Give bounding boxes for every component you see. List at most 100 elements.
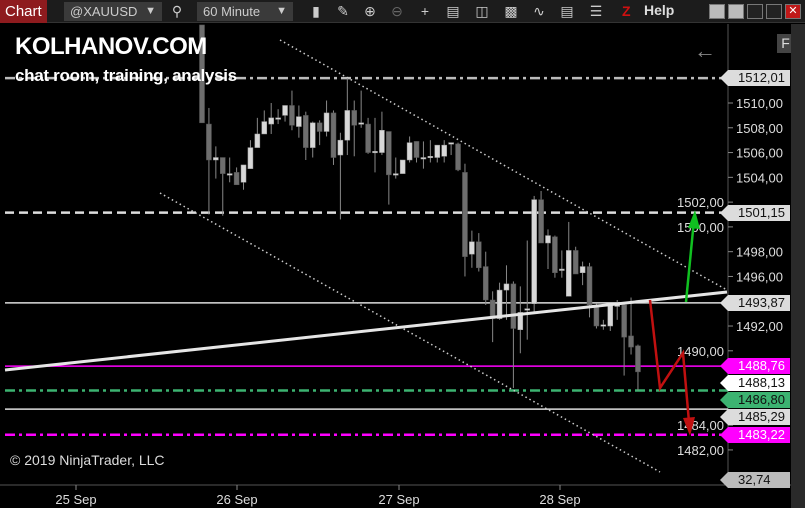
bar-type-icon[interactable]: ▮ bbox=[312, 3, 320, 19]
price-label: 1486,80 bbox=[720, 392, 790, 409]
candle-body bbox=[572, 250, 579, 275]
candle-body bbox=[289, 105, 295, 126]
x-tick-label: 26 Sep bbox=[216, 492, 257, 507]
candle-body bbox=[268, 117, 274, 125]
close-icon[interactable]: ✕ bbox=[785, 4, 801, 19]
candle-body bbox=[309, 122, 316, 148]
candle-body bbox=[213, 157, 219, 161]
indicator-icon[interactable]: ▩ bbox=[504, 3, 518, 19]
candle-body bbox=[579, 266, 586, 273]
scrollbar[interactable] bbox=[791, 24, 805, 508]
copyright-text: © 2019 NinjaTrader, LLC bbox=[10, 452, 165, 468]
minimize-icon[interactable] bbox=[747, 4, 763, 19]
candle-body bbox=[226, 173, 233, 176]
candle-body bbox=[275, 117, 281, 120]
strategy-icon[interactable]: ◫ bbox=[475, 3, 489, 19]
price-label: 1512,01 bbox=[720, 70, 790, 87]
candle-body bbox=[365, 123, 371, 153]
price-chart[interactable]: 1510,00 1508,00 1506,00 1504,00 1502,00 1500,… bbox=[0, 24, 805, 508]
candle-body bbox=[607, 304, 614, 327]
price-label: 1493,87 bbox=[720, 294, 790, 311]
chart-tab[interactable]: Chart bbox=[0, 0, 47, 23]
support-trendline bbox=[159, 192, 661, 473]
candle-body bbox=[344, 110, 351, 141]
help-button[interactable]: Help bbox=[644, 2, 675, 18]
candle-body bbox=[538, 199, 544, 244]
chevron-down-icon: ▼ bbox=[145, 5, 156, 17]
candle-body bbox=[323, 112, 330, 132]
candle-body bbox=[469, 241, 475, 255]
chevron-down-icon: ▼ bbox=[276, 5, 287, 17]
candle-body bbox=[399, 159, 406, 174]
y-tick-label: 1510,00 bbox=[736, 96, 783, 111]
properties-icon[interactable]: ▤ bbox=[560, 3, 574, 19]
candle-body bbox=[586, 266, 593, 306]
candle-body bbox=[372, 151, 378, 154]
y-tick-label: 1482,00 bbox=[677, 443, 724, 458]
price-label: 32,74 bbox=[720, 471, 790, 488]
zoom-out-icon[interactable]: ⊖ bbox=[391, 3, 403, 19]
candle-body bbox=[552, 236, 558, 273]
red-arrowhead bbox=[683, 417, 695, 436]
candle-body bbox=[199, 24, 205, 124]
brand-text: KOLHANOV.COM bbox=[15, 33, 207, 60]
list-icon[interactable]: ☰ bbox=[589, 3, 603, 19]
x-tick-label: 25 Sep bbox=[55, 492, 96, 507]
candle-body bbox=[545, 235, 551, 244]
red-arrow bbox=[648, 299, 691, 423]
candle-body bbox=[517, 312, 524, 330]
instrument-select[interactable]: @XAUUSD ▼ bbox=[64, 2, 162, 21]
drawing-tool-icon[interactable]: ∿ bbox=[533, 3, 545, 19]
y-tick-label: 1508,00 bbox=[736, 121, 783, 136]
candle-body bbox=[379, 130, 385, 153]
candle-body bbox=[503, 283, 510, 291]
back-arrow-icon[interactable]: ← bbox=[694, 38, 716, 63]
y-tick-label: 1500,00 bbox=[677, 220, 724, 235]
candle-body bbox=[220, 157, 226, 174]
z-icon[interactable]: Z bbox=[622, 3, 631, 19]
pencil-icon[interactable]: ✎ bbox=[337, 3, 349, 19]
rising-trendline bbox=[4, 290, 728, 372]
candle-body bbox=[247, 147, 254, 169]
crosshair-icon[interactable]: + bbox=[420, 3, 430, 19]
candle-body bbox=[448, 142, 454, 145]
x-tick-label: 27 Sep bbox=[378, 492, 419, 507]
window-button[interactable] bbox=[709, 4, 725, 19]
candle-body bbox=[420, 157, 427, 160]
candle-body bbox=[337, 139, 344, 156]
candle-body bbox=[406, 142, 413, 161]
candle-body bbox=[524, 308, 530, 311]
toolbar: Chart @XAUUSD ▼ ⚲ 60 Minute ▼ ▮ ✎ ⊕ ⊖ + ▤ … bbox=[0, 0, 805, 23]
price-label: 1501,15 bbox=[720, 204, 790, 221]
candle-body bbox=[282, 105, 288, 116]
candle-body bbox=[413, 141, 420, 158]
f-button[interactable]: F bbox=[777, 34, 794, 53]
y-tick-label: 1490,00 bbox=[677, 344, 724, 359]
search-icon[interactable]: ⚲ bbox=[171, 3, 183, 19]
window-button[interactable] bbox=[728, 4, 744, 19]
candle-body bbox=[206, 123, 212, 161]
candle-body bbox=[386, 131, 392, 176]
price-label: 1483,22 bbox=[720, 426, 790, 443]
candle-body bbox=[434, 144, 441, 158]
y-tick-label: 1496,00 bbox=[736, 269, 783, 284]
zoom-in-icon[interactable]: ⊕ bbox=[364, 3, 376, 19]
candle-body bbox=[303, 115, 309, 148]
candle-body bbox=[635, 345, 641, 373]
green-arrow bbox=[684, 219, 696, 303]
candle-body bbox=[462, 172, 468, 257]
tagline-text: chat room, training, analysis bbox=[15, 66, 237, 85]
instrument-value: @XAUUSD bbox=[70, 4, 138, 19]
candle-body bbox=[351, 110, 357, 126]
interval-select[interactable]: 60 Minute ▼ bbox=[197, 2, 293, 21]
candle-body bbox=[261, 121, 268, 135]
maximize-icon[interactable] bbox=[766, 4, 782, 19]
y-tick-label: 1498,00 bbox=[736, 245, 783, 260]
candle-body bbox=[600, 324, 607, 327]
candle-body bbox=[358, 122, 364, 125]
candle-body bbox=[427, 156, 434, 159]
data-box-icon[interactable]: ▤ bbox=[446, 3, 460, 19]
candle-body bbox=[296, 116, 302, 127]
candle-body bbox=[482, 266, 489, 301]
x-tick-label: 28 Sep bbox=[539, 492, 580, 507]
